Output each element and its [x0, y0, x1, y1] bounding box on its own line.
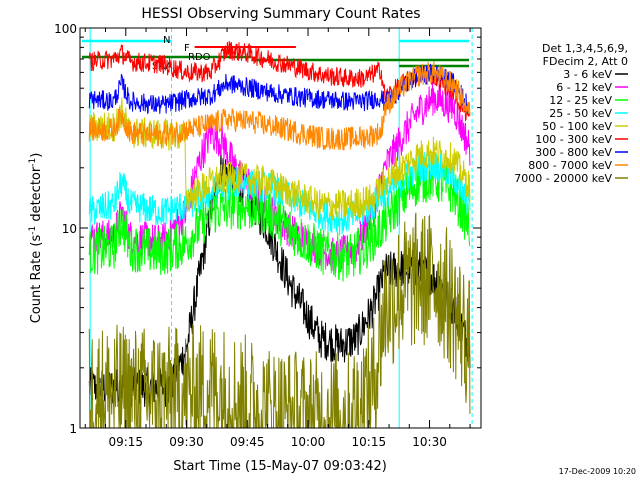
legend-label-0: 3 - 6 keV [563, 68, 612, 81]
legend: Det 1,3,4,5,6,9,FDecim 2, Att 03 - 6 keV… [514, 42, 628, 185]
y-axis-label-sup1: -1 [28, 226, 38, 235]
legend-header-0: Det 1,3,4,5,6,9, [542, 42, 628, 55]
y-tick-label-1: 1 [69, 422, 77, 436]
x-tick-label-60: 10:00 [291, 435, 326, 449]
y-axis-label: Count Rate (s-1 detector-1) [28, 153, 44, 324]
annotation-rdo: RDO [188, 52, 211, 63]
y-axis-label-main: Count Rate (s [29, 235, 44, 324]
legend-label-6: 300 - 800 keV [535, 146, 612, 159]
legend-label-4: 50 - 100 keV [542, 120, 612, 133]
series-7 [88, 60, 471, 151]
chart-title: HESSI Observing Summary Count Rates [141, 6, 420, 22]
series-line-2 [88, 154, 471, 282]
series-layer [88, 40, 471, 429]
annotation-n: N [163, 35, 170, 46]
series-line-7 [88, 60, 471, 151]
x-axis-label: Start Time (15-May-07 09:03:42) [173, 459, 387, 474]
x-tick-label-45: 09:45 [230, 435, 265, 449]
x-tick-label-90: 10:30 [412, 435, 447, 449]
footer-date: 17-Dec-2009 10:20 [559, 467, 636, 476]
y-axis-label-close: ) [29, 153, 44, 158]
series-4 [88, 97, 471, 221]
legend-label-1: 6 - 12 keV [556, 81, 612, 94]
x-tick-label-30: 09:30 [169, 435, 204, 449]
legend-label-8: 7000 - 20000 keV [514, 172, 612, 185]
annotation-f: F [184, 43, 190, 54]
x-tick-label-75: 10:15 [352, 435, 387, 449]
series-line-4 [88, 97, 471, 221]
y-axis-label-sup2: -1 [28, 158, 38, 167]
legend-label-5: 100 - 300 keV [535, 133, 612, 146]
y-tick-label-10: 10 [62, 222, 77, 236]
x-tick-label-15: 09:15 [108, 435, 143, 449]
legend-header-1: FDecim 2, Att 0 [543, 55, 628, 68]
series-2 [88, 154, 471, 282]
legend-label-7: 800 - 7000 keV [528, 159, 612, 172]
legend-label-2: 12 - 25 keV [549, 94, 612, 107]
y-tick-label-100: 100 [54, 22, 77, 36]
y-axis-label-tail: detector [29, 166, 44, 226]
legend-label-3: 25 - 50 keV [549, 107, 612, 120]
axes: 1 10 100 09:15 09:30 09:45 10:00 10:15 10:30 [54, 22, 482, 449]
